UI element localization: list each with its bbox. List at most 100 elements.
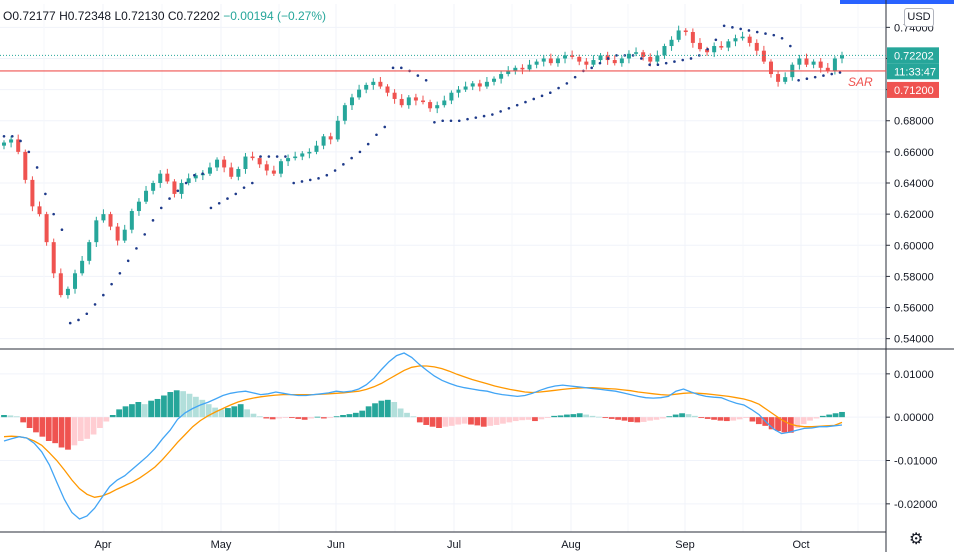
sar-dot [292,181,296,185]
candle [172,179,177,198]
histogram-bar [474,417,481,426]
candle [385,84,390,97]
histogram-bar [461,417,468,424]
candle [719,41,724,50]
sar-dot [441,119,444,123]
sar-dot [77,318,80,322]
histogram-bar [135,402,142,418]
histogram-bar [77,417,84,441]
candle [207,162,212,176]
indicator-tick-label: 0.00000 [894,412,934,424]
candle [513,65,518,75]
sar-dot [93,303,97,306]
candle [122,224,127,243]
candle [690,28,695,48]
histogram-bar [640,417,647,422]
candle [548,53,553,66]
candle [87,239,92,265]
candle [421,95,425,105]
histogram-bar [448,417,455,426]
ohlc-close: C0.72202 [167,9,220,23]
histogram-bar [378,400,385,418]
candle-body [278,161,283,174]
candle [349,93,354,111]
candle [58,268,63,298]
histogram-bar [436,417,442,428]
histogram-bar [615,417,621,420]
gear-icon[interactable]: ⚙ [909,531,924,548]
sar-dot [176,189,180,193]
histogram-bar [480,417,487,427]
histogram-bar [320,417,327,419]
candle [378,77,383,89]
histogram-bar [231,406,238,418]
histogram-bar [512,417,519,422]
candle [243,152,248,174]
candle [435,101,440,114]
ohlc-legend: O0.72177 H0.72348 L0.72130 C0.72202 −0.0… [3,9,326,23]
histogram-bar [295,417,302,419]
candle [449,90,454,105]
histogram-bar [666,416,673,418]
sar-dot [366,142,370,146]
histogram-bar [787,417,794,433]
signal-line [3,365,843,498]
histogram-bar [730,417,737,421]
sar-dot [400,66,403,70]
candle-body [470,83,475,87]
candle-body [825,67,830,71]
candle-body [797,58,802,65]
sar-dot [747,29,751,32]
candle-body [634,52,639,54]
macd-histogram [1,390,845,450]
candle-body [364,84,369,90]
histogram-bar [672,414,679,418]
candle [811,59,816,69]
histogram-bar [20,417,27,423]
histogram-bar [301,417,308,420]
currency-button[interactable]: USD [904,8,934,27]
histogram-bar [647,417,653,421]
candle [271,165,276,176]
sar-dot [44,192,47,196]
sar-dot [615,54,618,57]
sar-dot [830,72,834,76]
sar-dot [10,135,14,138]
candle-body [179,183,184,194]
candle-body [683,30,688,33]
histogram-bar [346,414,353,418]
sar-dot [391,66,395,70]
sar-dot [251,181,254,185]
candle [165,168,170,184]
candle-body [286,158,291,162]
histogram-bar [691,415,698,418]
candle-body [129,211,134,230]
candle-body [776,74,781,82]
histogram-bar [583,414,590,418]
candle [626,50,631,64]
candle [179,179,184,199]
candle [144,185,149,205]
candle [73,269,78,294]
candle-body [51,242,56,274]
histogram-bar [327,417,334,419]
candle-body [669,39,674,47]
candle [158,170,163,188]
histogram-bar [109,415,116,418]
candle-body [385,86,390,93]
histogram-bar [621,417,628,421]
sar-dot [2,135,6,138]
histogram-bar [602,417,609,419]
sar-dot [184,181,188,185]
candle [470,81,475,91]
candle-body [101,214,106,221]
histogram-bar [628,417,634,422]
candle [442,95,447,108]
histogram-bar [167,392,174,418]
histogram-bar [717,417,724,421]
candle [840,51,844,64]
candle [342,102,347,125]
candle [23,149,28,184]
time-axis-label: Apr [94,539,111,551]
